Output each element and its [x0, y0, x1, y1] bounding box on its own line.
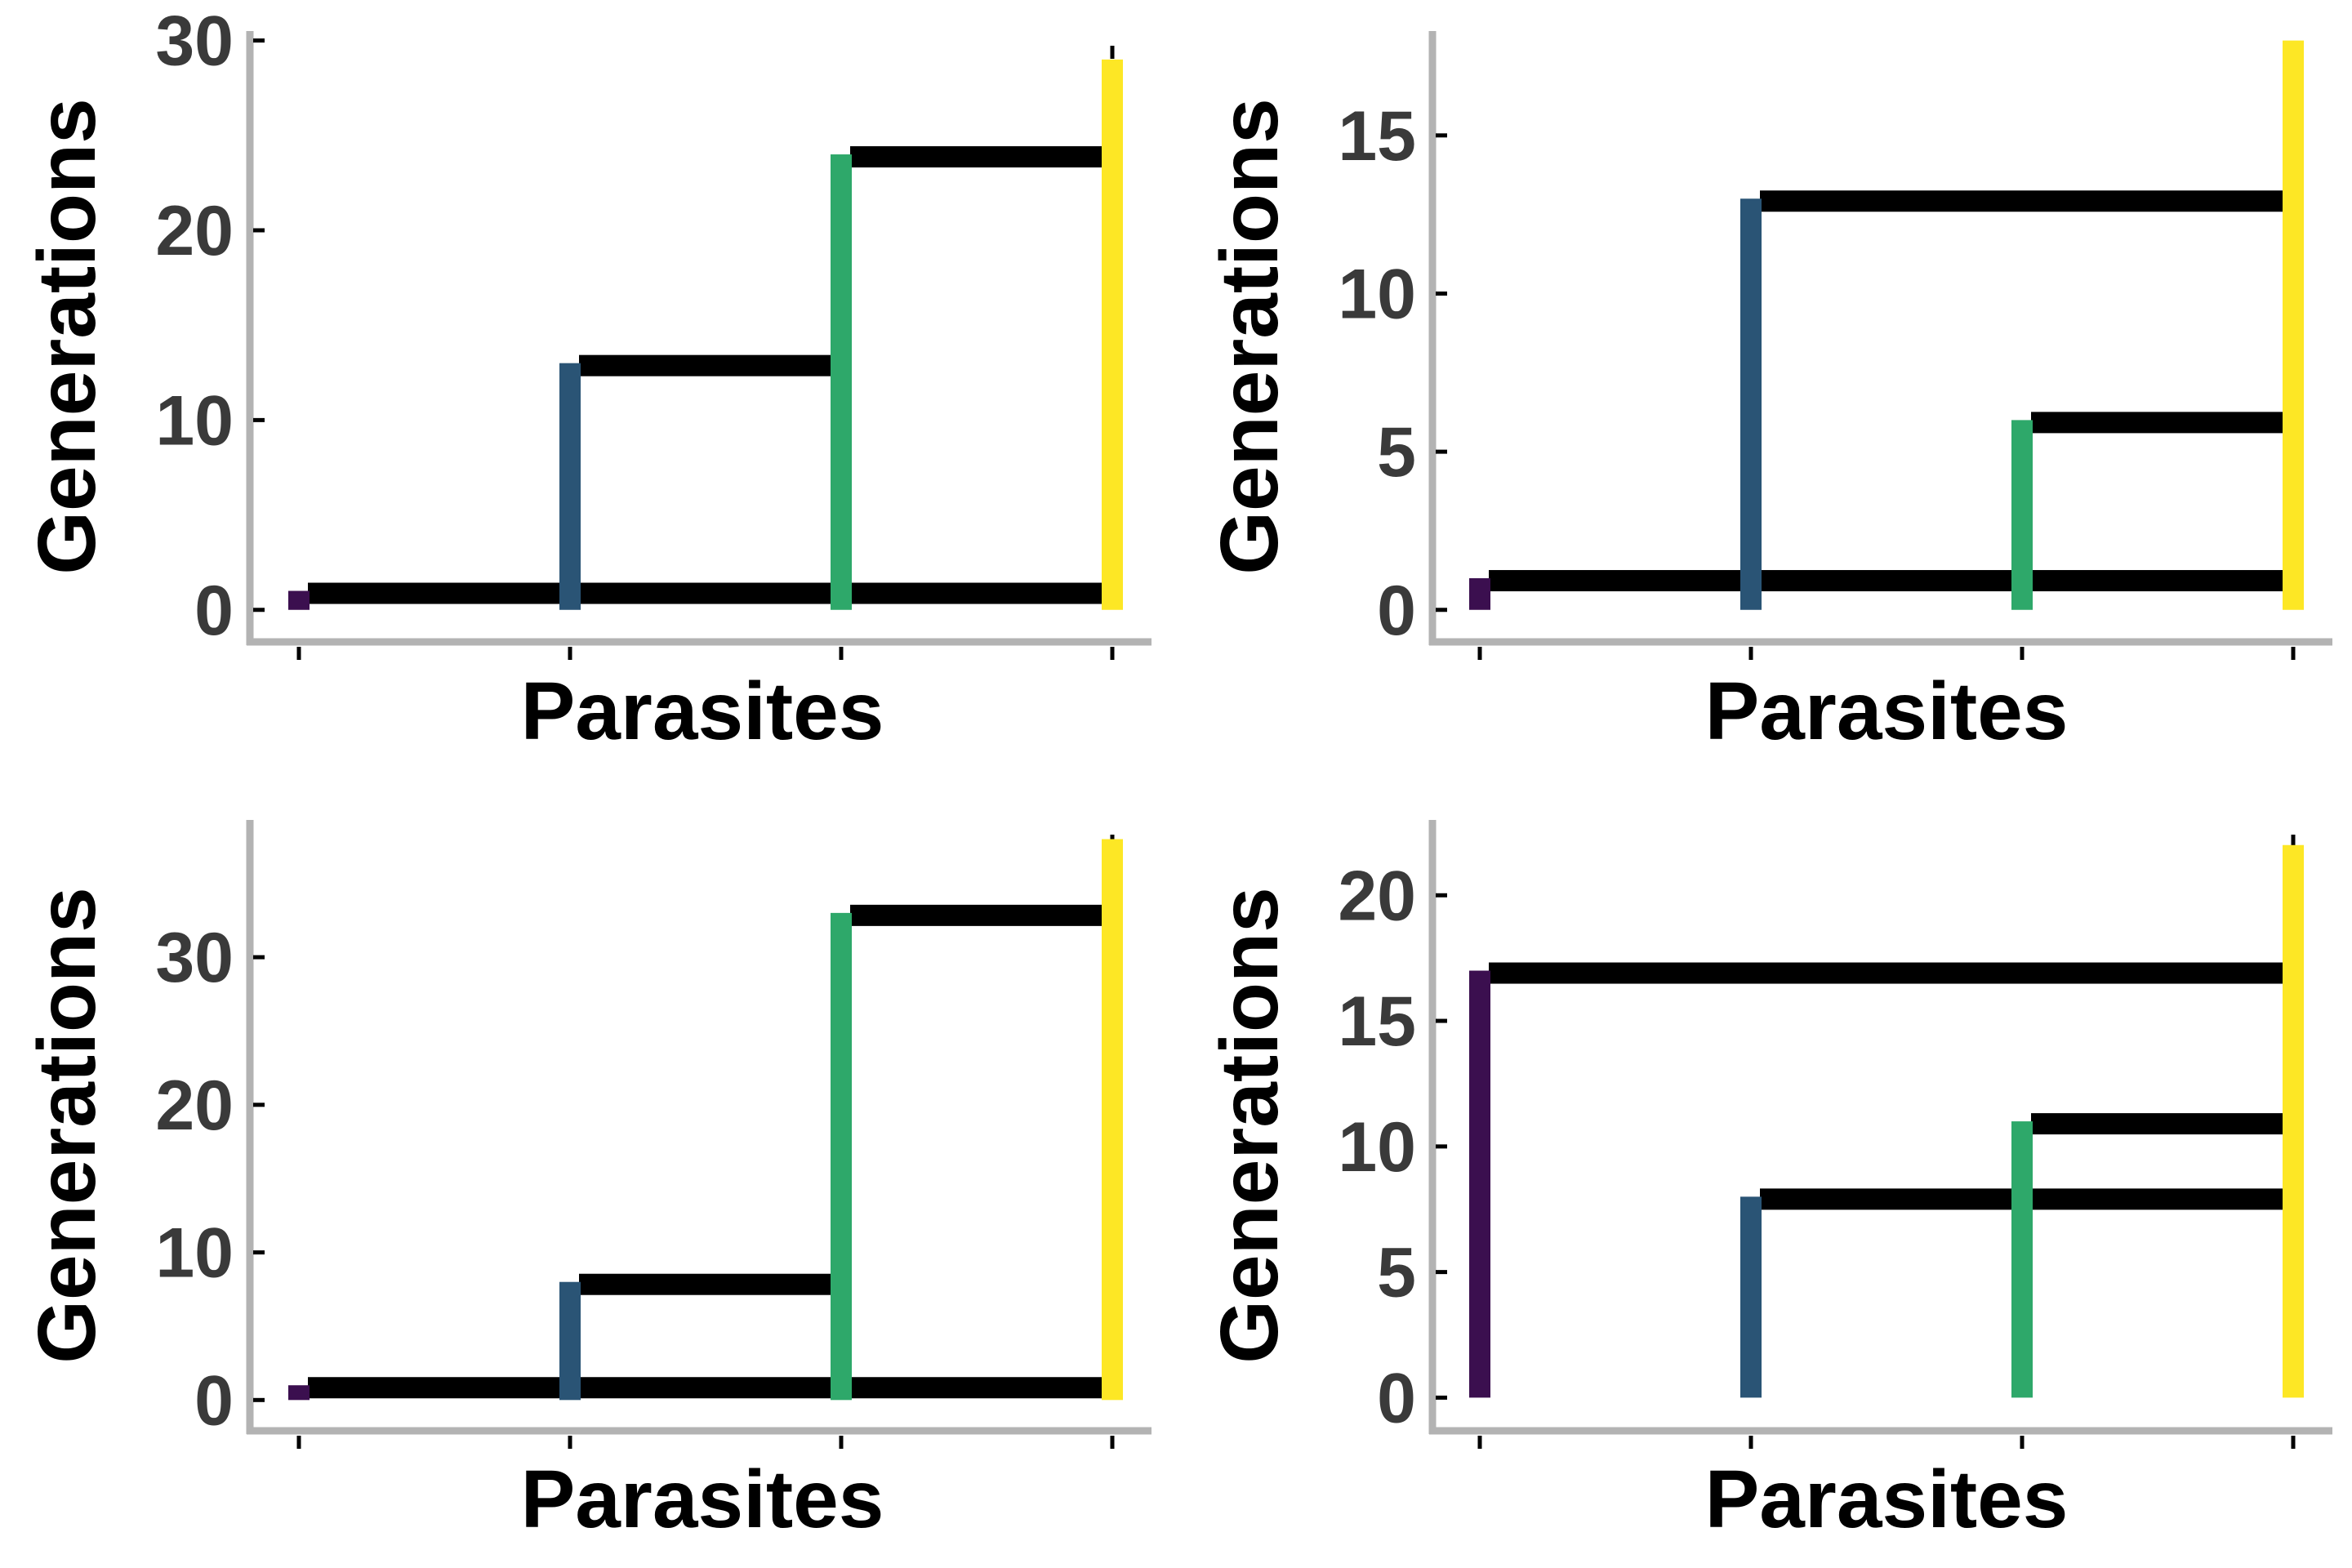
- y-tick-label: 20: [155, 1067, 234, 1145]
- link-bar-3: [2031, 1113, 2283, 1135]
- y-tick-label: 15: [1338, 982, 1416, 1061]
- y-axis-title: Generations: [1204, 887, 1295, 1364]
- y-tick-label: 10: [1338, 255, 1416, 333]
- chart-panel-4: 0 5 10 15 20 Parasites Generations: [1204, 820, 2332, 1545]
- y-tick-label: 10: [155, 381, 234, 460]
- x-axis-title: Parasites: [1705, 666, 2069, 757]
- link-bar-1: [308, 1377, 1102, 1399]
- parasite-bar-4: [2283, 40, 2304, 610]
- parasite-bar-2: [559, 363, 581, 610]
- y-tick-label: 10: [155, 1214, 234, 1293]
- link-bar-2: [579, 354, 831, 376]
- y-tick-label: 0: [194, 1361, 234, 1440]
- y-tick-label: 20: [1338, 857, 1416, 935]
- link-bar-1: [1489, 570, 2283, 592]
- x-axis-title: Parasites: [521, 666, 884, 757]
- link-bar-3: [850, 146, 1102, 168]
- parasite-bar-4: [1102, 839, 1123, 1401]
- parasite-bar-3: [831, 154, 852, 610]
- parasite-bar-3: [2011, 1121, 2033, 1398]
- y-tick-label: 10: [1338, 1108, 1416, 1187]
- y-tick-label: 5: [1377, 413, 1416, 492]
- y-axis-title: Generations: [21, 98, 113, 575]
- link-bar-3: [850, 904, 1102, 926]
- y-axis-title: Generations: [21, 887, 113, 1364]
- parasite-bar-1: [288, 1385, 310, 1401]
- parasite-bar-3: [831, 912, 852, 1401]
- y-tick-label: 0: [1377, 572, 1416, 650]
- link-bar-3: [2031, 412, 2283, 434]
- y-tick-label: 0: [1377, 1359, 1416, 1437]
- y-tick-label: 20: [155, 192, 234, 270]
- y-axis-title: Generations: [1204, 98, 1295, 575]
- chart-panel-2: 0 5 10 15 Parasites Generations: [1204, 31, 2332, 757]
- y-tick-label: 0: [194, 572, 234, 650]
- parasite-bar-2: [1740, 1196, 1762, 1398]
- parasite-bar-4: [2283, 844, 2304, 1398]
- parasite-bar-2: [1740, 198, 1762, 610]
- parasite-bar-4: [1102, 59, 1123, 610]
- y-tick-label: 30: [155, 2, 234, 81]
- x-axis-title: Parasites: [1705, 1454, 2069, 1545]
- parasite-bar-1: [288, 590, 310, 610]
- y-tick-label: 5: [1377, 1234, 1416, 1312]
- parasite-bar-2: [559, 1281, 581, 1401]
- link-bar-2: [579, 1273, 831, 1295]
- parasite-bar-1: [1469, 578, 1490, 610]
- y-tick-label: 30: [155, 919, 234, 997]
- chart-panel-1: 0 10 20 30 Parasites Generations: [21, 2, 1152, 757]
- chart-panel-3: 0 10 20 30 Parasites Generations: [21, 820, 1152, 1545]
- parasite-bar-1: [1469, 970, 1490, 1398]
- link-bar-2: [1760, 190, 2283, 212]
- link-bar-1: [1489, 962, 2283, 984]
- parasite-bar-3: [2011, 420, 2033, 610]
- link-bar-1: [308, 582, 1102, 604]
- y-tick-label: 15: [1338, 97, 1416, 176]
- x-axis-title: Parasites: [521, 1454, 884, 1545]
